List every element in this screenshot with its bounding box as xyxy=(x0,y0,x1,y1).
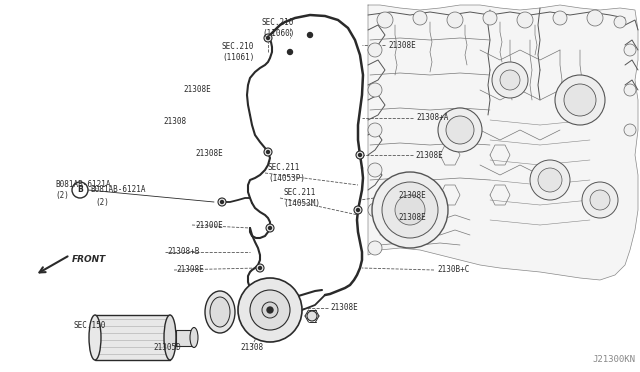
Circle shape xyxy=(614,16,626,28)
Text: 21308E: 21308E xyxy=(398,190,426,199)
Text: 21300E: 21300E xyxy=(195,221,223,230)
Circle shape xyxy=(372,172,448,248)
Circle shape xyxy=(72,182,88,198)
Circle shape xyxy=(624,44,636,56)
Ellipse shape xyxy=(205,291,235,333)
Circle shape xyxy=(266,151,269,154)
Circle shape xyxy=(256,264,264,272)
Circle shape xyxy=(218,198,226,206)
Circle shape xyxy=(395,195,425,225)
Circle shape xyxy=(446,116,474,144)
Text: SEC.210
(11061): SEC.210 (11061) xyxy=(222,42,254,62)
Circle shape xyxy=(517,12,533,28)
Text: B081AB-6121A: B081AB-6121A xyxy=(90,186,145,195)
Text: 21308+A: 21308+A xyxy=(416,113,449,122)
Circle shape xyxy=(382,182,438,238)
Text: 21308: 21308 xyxy=(241,343,264,353)
Text: 21308E: 21308E xyxy=(183,86,211,94)
Circle shape xyxy=(238,278,302,342)
Text: (2): (2) xyxy=(95,198,109,206)
Ellipse shape xyxy=(190,327,198,347)
Circle shape xyxy=(624,124,636,136)
Text: 21308E: 21308E xyxy=(176,266,204,275)
Circle shape xyxy=(413,11,427,25)
Circle shape xyxy=(354,206,362,214)
Ellipse shape xyxy=(164,315,176,360)
Circle shape xyxy=(287,49,292,55)
Ellipse shape xyxy=(89,315,101,360)
Circle shape xyxy=(564,84,596,116)
Text: SEC.210
(11060): SEC.210 (11060) xyxy=(262,18,294,38)
Circle shape xyxy=(267,307,273,313)
Circle shape xyxy=(358,154,362,157)
Text: 2130B+C: 2130B+C xyxy=(437,266,469,275)
Circle shape xyxy=(555,75,605,125)
Text: B081AB-6121A
(2): B081AB-6121A (2) xyxy=(55,180,111,200)
Circle shape xyxy=(624,84,636,96)
Text: 21308E: 21308E xyxy=(388,41,416,49)
Text: FRONT: FRONT xyxy=(72,256,106,264)
Circle shape xyxy=(259,266,262,269)
Text: SEC.211
(14053P): SEC.211 (14053P) xyxy=(268,163,305,183)
Circle shape xyxy=(368,163,382,177)
Circle shape xyxy=(553,11,567,25)
Text: 21308E: 21308E xyxy=(398,214,426,222)
Circle shape xyxy=(269,227,271,230)
Text: 21305D: 21305D xyxy=(153,343,181,353)
Text: 21308+B: 21308+B xyxy=(167,247,200,257)
Text: J21300KN: J21300KN xyxy=(592,355,635,364)
Text: 21308E: 21308E xyxy=(330,304,358,312)
Circle shape xyxy=(530,160,570,200)
Circle shape xyxy=(262,302,278,318)
Circle shape xyxy=(500,70,520,90)
Circle shape xyxy=(368,123,382,137)
Text: B: B xyxy=(77,186,83,195)
Circle shape xyxy=(264,34,272,42)
Circle shape xyxy=(438,108,482,152)
Circle shape xyxy=(377,12,393,28)
Circle shape xyxy=(221,201,223,203)
Circle shape xyxy=(368,83,382,97)
Circle shape xyxy=(483,11,497,25)
Ellipse shape xyxy=(210,297,230,327)
Circle shape xyxy=(356,208,360,212)
Circle shape xyxy=(582,182,618,218)
Circle shape xyxy=(266,224,274,232)
Circle shape xyxy=(368,241,382,255)
Circle shape xyxy=(447,12,463,28)
Text: SEC.150: SEC.150 xyxy=(74,321,106,330)
Bar xyxy=(176,330,194,346)
Circle shape xyxy=(492,62,528,98)
Circle shape xyxy=(307,32,312,38)
Circle shape xyxy=(264,148,272,156)
Polygon shape xyxy=(368,5,638,280)
Circle shape xyxy=(587,10,603,26)
Text: 21308E: 21308E xyxy=(415,151,443,160)
Text: 21308E: 21308E xyxy=(195,148,223,157)
Text: SEC.211
(14053M): SEC.211 (14053M) xyxy=(283,188,320,208)
Circle shape xyxy=(538,168,562,192)
Circle shape xyxy=(250,290,290,330)
Circle shape xyxy=(307,311,317,321)
Bar xyxy=(95,315,170,360)
Circle shape xyxy=(368,203,382,217)
Circle shape xyxy=(266,36,269,39)
Circle shape xyxy=(368,43,382,57)
Circle shape xyxy=(590,190,610,210)
Text: 21308: 21308 xyxy=(163,118,186,126)
Circle shape xyxy=(356,151,364,159)
